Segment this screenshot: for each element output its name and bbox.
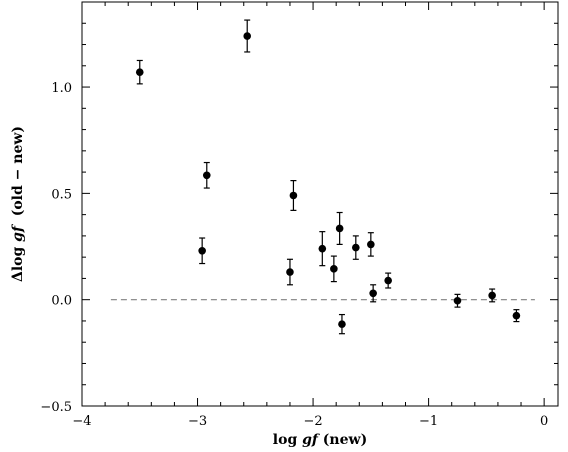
- tick-labels-group: −4 −3 −2 −1 0 −0.5 0.0 0.5 1.0: [40, 81, 548, 429]
- data-point: [202, 161, 211, 189]
- x-axis-title-part-2: gf: [302, 432, 321, 448]
- point-marker: [198, 246, 206, 255]
- data-point: [135, 59, 144, 85]
- data-point: [286, 258, 294, 286]
- point-marker: [453, 296, 462, 305]
- point-marker: [384, 276, 392, 285]
- data-point: [330, 255, 338, 283]
- y-tick-label: 0.0: [51, 294, 72, 309]
- data-point: [384, 272, 392, 289]
- data-point: [352, 235, 360, 260]
- data-point: [488, 288, 496, 303]
- point-marker: [243, 32, 252, 40]
- data-point: [243, 19, 252, 53]
- x-tick-label: −1: [419, 414, 438, 429]
- point-marker: [330, 265, 338, 273]
- data-point: [198, 237, 206, 265]
- x-axis-title-part-1: log: [273, 432, 302, 448]
- data-point: [453, 293, 462, 308]
- ticks-group: [81, 1, 558, 407]
- x-tick-label: −2: [303, 414, 322, 429]
- points-group: [135, 19, 521, 335]
- x-axis-title-part-3: (new): [318, 432, 367, 448]
- point-marker: [286, 268, 294, 276]
- data-point: [369, 284, 377, 303]
- point-marker: [488, 291, 496, 300]
- point-marker: [135, 68, 144, 76]
- data-point: [318, 231, 327, 267]
- data-point: [289, 180, 298, 211]
- y-tick-label: −0.5: [40, 400, 72, 415]
- point-marker: [202, 171, 211, 180]
- point-marker: [512, 311, 521, 320]
- y-axis-title-part-1: Δlog: [10, 242, 26, 282]
- plot-frame: [81, 1, 559, 407]
- y-tick-label: 1.0: [51, 81, 72, 96]
- point-marker: [289, 191, 298, 200]
- x-tick-label: 0: [540, 414, 548, 429]
- point-marker: [369, 289, 377, 298]
- x-axis-title: log gf (new): [273, 432, 367, 448]
- data-point: [335, 211, 344, 245]
- point-marker: [318, 244, 327, 253]
- y-axis-title-part-2: gf: [10, 223, 26, 242]
- point-marker: [367, 240, 375, 249]
- y-axis-title-part-3: (old − new): [10, 126, 26, 226]
- data-point: [512, 309, 521, 323]
- x-tick-label: −4: [72, 414, 91, 429]
- data-point: [338, 313, 346, 335]
- point-marker: [338, 320, 346, 328]
- point-marker: [352, 243, 360, 252]
- data-point: [367, 232, 375, 257]
- y-tick-label: 0.5: [51, 187, 72, 202]
- x-tick-label: −3: [188, 414, 207, 429]
- y-axis-title: Δlog gf (old − new): [10, 126, 26, 282]
- point-marker: [335, 224, 344, 233]
